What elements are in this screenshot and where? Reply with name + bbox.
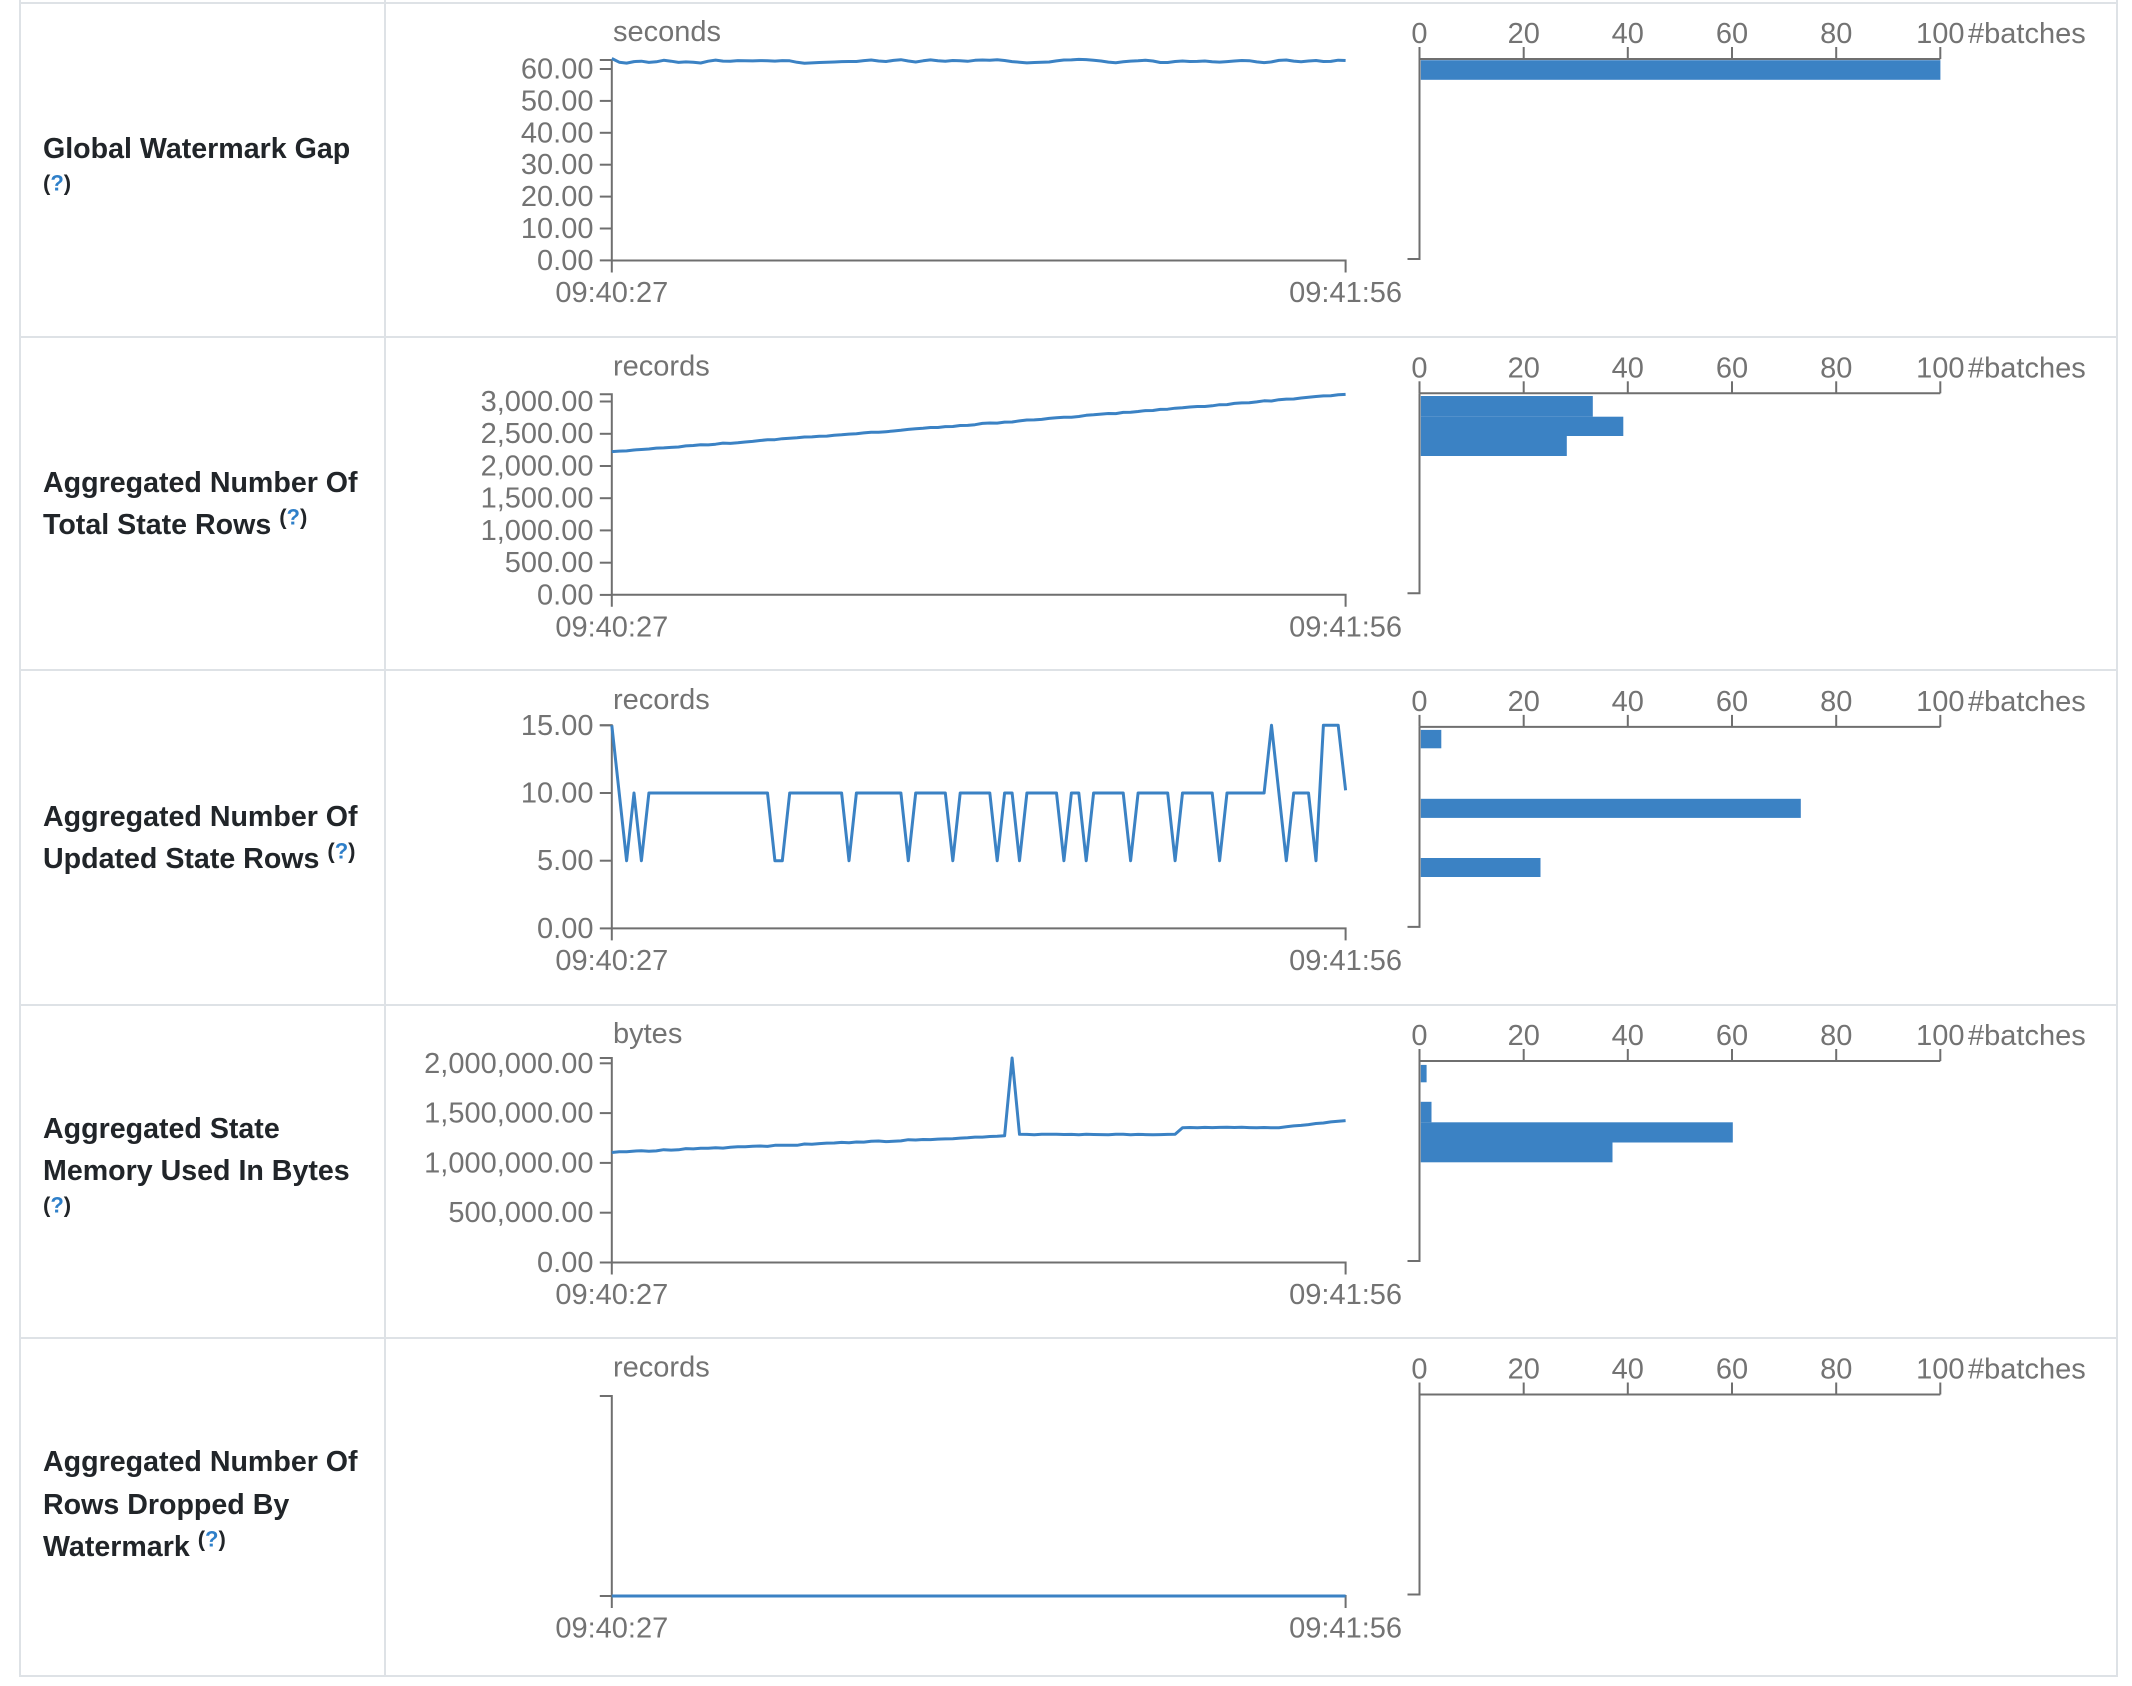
svg-text:40: 40	[1612, 1354, 1644, 1386]
svg-text:#batches: #batches	[1968, 352, 2086, 384]
svg-text:40.00: 40.00	[521, 117, 594, 149]
svg-text:0: 0	[1411, 18, 1427, 50]
svg-text:09:41:56: 09:41:56	[1289, 1279, 1402, 1311]
svg-text:3,000.00: 3,000.00	[481, 386, 594, 418]
svg-text:2,500.00: 2,500.00	[481, 418, 594, 450]
svg-text:0.00: 0.00	[537, 245, 593, 277]
svg-text:0: 0	[1411, 1020, 1427, 1052]
svg-text:20: 20	[1508, 18, 1540, 50]
svg-text:20.00: 20.00	[521, 181, 594, 213]
svg-text:500,000.00: 500,000.00	[448, 1197, 593, 1229]
svg-text:80: 80	[1820, 352, 1852, 384]
svg-text:2,000,000.00: 2,000,000.00	[424, 1048, 593, 1080]
svg-text:09:41:56: 09:41:56	[1289, 277, 1402, 309]
svg-text:seconds: seconds	[613, 16, 721, 48]
svg-text:20: 20	[1508, 1020, 1540, 1052]
svg-text:100: 100	[1916, 1020, 1964, 1052]
svg-text:records: records	[613, 350, 710, 382]
svg-text:0.00: 0.00	[537, 579, 593, 611]
svg-text:09:40:27: 09:40:27	[555, 945, 668, 977]
svg-text:80: 80	[1820, 1020, 1852, 1052]
svg-text:0: 0	[1411, 1354, 1427, 1386]
svg-text:0: 0	[1411, 686, 1427, 718]
svg-text:40: 40	[1612, 686, 1644, 718]
svg-text:500.00: 500.00	[505, 547, 594, 579]
svg-text:1,000.00: 1,000.00	[481, 515, 594, 547]
svg-text:60: 60	[1716, 686, 1748, 718]
svg-text:records: records	[613, 684, 710, 716]
svg-text:0.00: 0.00	[537, 1247, 593, 1279]
svg-text:09:41:56: 09:41:56	[1289, 611, 1402, 643]
svg-text:15.00: 15.00	[521, 710, 594, 742]
svg-text:#batches: #batches	[1968, 1020, 2086, 1052]
svg-text:0.00: 0.00	[537, 913, 593, 945]
svg-text:09:40:27: 09:40:27	[555, 1279, 668, 1311]
svg-text:1,000,000.00: 1,000,000.00	[424, 1147, 593, 1179]
svg-text:09:40:27: 09:40:27	[555, 611, 668, 643]
svg-text:60: 60	[1716, 1354, 1748, 1386]
svg-text:60: 60	[1716, 1020, 1748, 1052]
svg-text:bytes: bytes	[613, 1018, 682, 1050]
svg-text:60: 60	[1716, 352, 1748, 384]
svg-text:40: 40	[1612, 1020, 1644, 1052]
svg-text:#batches: #batches	[1968, 686, 2086, 718]
svg-text:80: 80	[1820, 686, 1852, 718]
svg-text:60: 60	[1716, 18, 1748, 50]
svg-text:30.00: 30.00	[521, 149, 594, 181]
svg-text:#batches: #batches	[1968, 18, 2086, 50]
svg-text:0: 0	[1411, 352, 1427, 384]
svg-text:1,500.00: 1,500.00	[481, 483, 594, 515]
svg-text:10.00: 10.00	[521, 213, 594, 245]
svg-text:records: records	[613, 1352, 710, 1384]
svg-text:09:40:27: 09:40:27	[555, 1613, 668, 1645]
svg-text:20: 20	[1508, 1354, 1540, 1386]
svg-text:60.00: 60.00	[521, 54, 594, 86]
svg-text:#batches: #batches	[1968, 1354, 2086, 1386]
svg-text:20: 20	[1508, 686, 1540, 718]
svg-text:10.00: 10.00	[521, 778, 594, 810]
svg-text:80: 80	[1820, 1354, 1852, 1386]
svg-text:100: 100	[1916, 18, 1964, 50]
svg-text:50.00: 50.00	[521, 85, 594, 117]
svg-text:09:40:27: 09:40:27	[555, 277, 668, 309]
svg-text:2,000.00: 2,000.00	[481, 451, 594, 483]
svg-text:100: 100	[1916, 352, 1964, 384]
svg-text:1,500,000.00: 1,500,000.00	[424, 1098, 593, 1130]
svg-text:80: 80	[1820, 18, 1852, 50]
svg-text:40: 40	[1612, 352, 1644, 384]
svg-text:40: 40	[1612, 18, 1644, 50]
svg-text:09:41:56: 09:41:56	[1289, 945, 1402, 977]
svg-text:5.00: 5.00	[537, 845, 593, 877]
svg-text:100: 100	[1916, 686, 1964, 718]
svg-text:09:41:56: 09:41:56	[1289, 1613, 1402, 1645]
svg-text:20: 20	[1508, 352, 1540, 384]
svg-text:100: 100	[1916, 1354, 1964, 1386]
